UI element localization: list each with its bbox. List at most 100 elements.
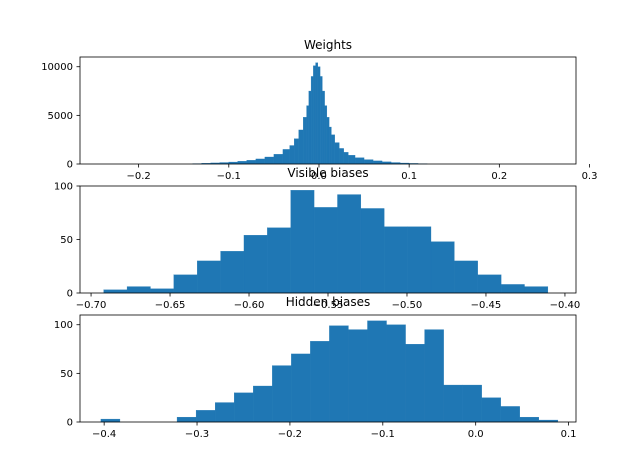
histogram-bar	[326, 117, 330, 165]
x-tick-label: −0.2	[278, 429, 302, 440]
histogram-bar	[477, 274, 502, 294]
histogram-bar	[329, 325, 349, 423]
histogram-bar	[150, 288, 174, 294]
x-tick-label: −0.3	[185, 429, 209, 440]
histogram-bar	[220, 251, 245, 294]
histogram-bar	[237, 161, 247, 165]
histogram-bar	[103, 289, 128, 294]
histogram-bar	[430, 241, 455, 294]
hidden-biases-panel: −0.4 −0.3 −0.2 −0.1 0.0 0.1 0 50 100 Hidden bia…	[54, 295, 577, 440]
histogram-bar	[343, 152, 349, 165]
weights-x-ticks: −0.2 −0.1 0.0 0.1 0.2 0.3	[126, 164, 597, 182]
histogram-bar	[337, 194, 362, 294]
histogram-bar	[214, 402, 235, 423]
histogram-bar	[328, 126, 332, 165]
weights-y-ticks: 0 5000 10000	[41, 62, 80, 171]
histogram-bar	[367, 320, 387, 423]
x-tick-label: 0.0	[311, 171, 327, 182]
histogram-bar	[197, 260, 221, 294]
histogram-bar	[310, 341, 330, 423]
histogram-bar	[317, 66, 321, 165]
x-tick-label: −0.55	[313, 300, 344, 311]
histogram-bar	[306, 105, 309, 165]
x-tick-label: −0.40	[550, 300, 581, 311]
histogram-bar	[324, 105, 328, 165]
y-tick-label: 50	[60, 369, 73, 380]
histogram-bar	[298, 129, 304, 165]
histogram-bar	[500, 406, 520, 423]
histogram-bar	[310, 76, 314, 165]
histogram-bar	[348, 329, 368, 423]
x-tick-label: −0.4	[92, 429, 116, 440]
x-tick-label: −0.65	[155, 300, 186, 311]
y-tick-label: 0	[67, 289, 73, 300]
histogram-bar	[313, 65, 316, 165]
histogram-bar	[294, 138, 299, 165]
histogram-bar	[255, 158, 266, 165]
histogram-bar	[246, 160, 257, 165]
x-tick-label: −0.70	[76, 300, 107, 311]
histogram-bar	[291, 353, 311, 423]
histogram-bar	[524, 286, 549, 294]
weights-panel: −0.2 −0.1 0.0 0.1 0.2 0.3 0 5000 10000 Weights	[41, 38, 597, 182]
x-tick-label: 0.0	[468, 429, 484, 440]
histogram-bar	[334, 142, 340, 165]
histogram-bar	[319, 76, 323, 165]
histogram-bar	[454, 260, 478, 294]
histogram-bar	[126, 286, 151, 294]
histogram-bar	[303, 117, 307, 165]
histogram-bar	[313, 207, 338, 294]
weights-axes-frame	[79, 56, 577, 165]
histogram-bar	[519, 416, 539, 423]
x-tick-label: 0.2	[491, 171, 507, 182]
hidden-biases-bars	[100, 320, 559, 423]
x-tick-label: 0.1	[401, 171, 417, 182]
y-tick-label: 10000	[41, 62, 73, 73]
histogram-bar	[500, 284, 525, 294]
histogram-bar	[308, 90, 312, 165]
y-tick-label: 0	[67, 418, 73, 429]
histogram-bar	[290, 190, 315, 294]
histogram-bar	[462, 384, 482, 423]
visible-biases-title: Visible biases	[287, 166, 368, 180]
histogram-bar	[176, 416, 197, 423]
visible-biases-panel: −0.70 −0.65 −0.60 −0.55 −0.50 −0.45 −0.40 0 50 1…	[54, 166, 580, 311]
histogram-bar	[360, 208, 385, 294]
x-tick-label: 0.3	[582, 171, 598, 182]
x-tick-label: −0.1	[217, 171, 241, 182]
histogram-bar	[234, 392, 254, 423]
histogram-bar	[195, 410, 216, 423]
x-tick-label: −0.1	[371, 429, 395, 440]
hidden-biases-x-ticks: −0.4 −0.3 −0.2 −0.1 0.0 0.1	[92, 422, 577, 440]
hidden-biases-title: Hidden biases	[286, 295, 371, 309]
histogram-bar	[443, 384, 463, 423]
y-tick-label: 50	[60, 235, 73, 246]
histogram-bar	[339, 148, 344, 165]
histogram-bar	[100, 418, 121, 423]
y-tick-label: 5000	[48, 111, 73, 122]
x-tick-label: −0.2	[126, 171, 150, 182]
histogram-bar	[243, 235, 268, 294]
histogram-bar	[348, 155, 356, 165]
hidden-biases-axes-frame	[79, 314, 577, 423]
histogram-bar	[273, 154, 284, 165]
x-tick-label: −0.45	[471, 300, 502, 311]
histogram-bar	[253, 385, 273, 423]
y-tick-label: 100	[54, 182, 73, 193]
visible-biases-x-ticks: −0.70 −0.65 −0.60 −0.55 −0.50 −0.45 −0.40	[76, 293, 581, 311]
visible-biases-y-ticks: 0 50 100	[54, 182, 80, 300]
histogram-bar	[407, 226, 432, 294]
x-tick-label: 0.1	[561, 429, 577, 440]
histogram-bar	[282, 149, 290, 165]
histogram-bar	[354, 157, 365, 165]
histogram-bar	[331, 134, 335, 165]
histogram-bar	[363, 159, 374, 165]
weights-title: Weights	[304, 38, 352, 52]
histogram-bar	[315, 62, 319, 165]
histogram-bar	[424, 329, 444, 423]
hidden-biases-y-ticks: 0 50 100	[54, 320, 80, 429]
visible-biases-bars	[103, 190, 549, 294]
histogram-bar	[481, 397, 501, 423]
y-tick-label: 100	[54, 320, 73, 331]
